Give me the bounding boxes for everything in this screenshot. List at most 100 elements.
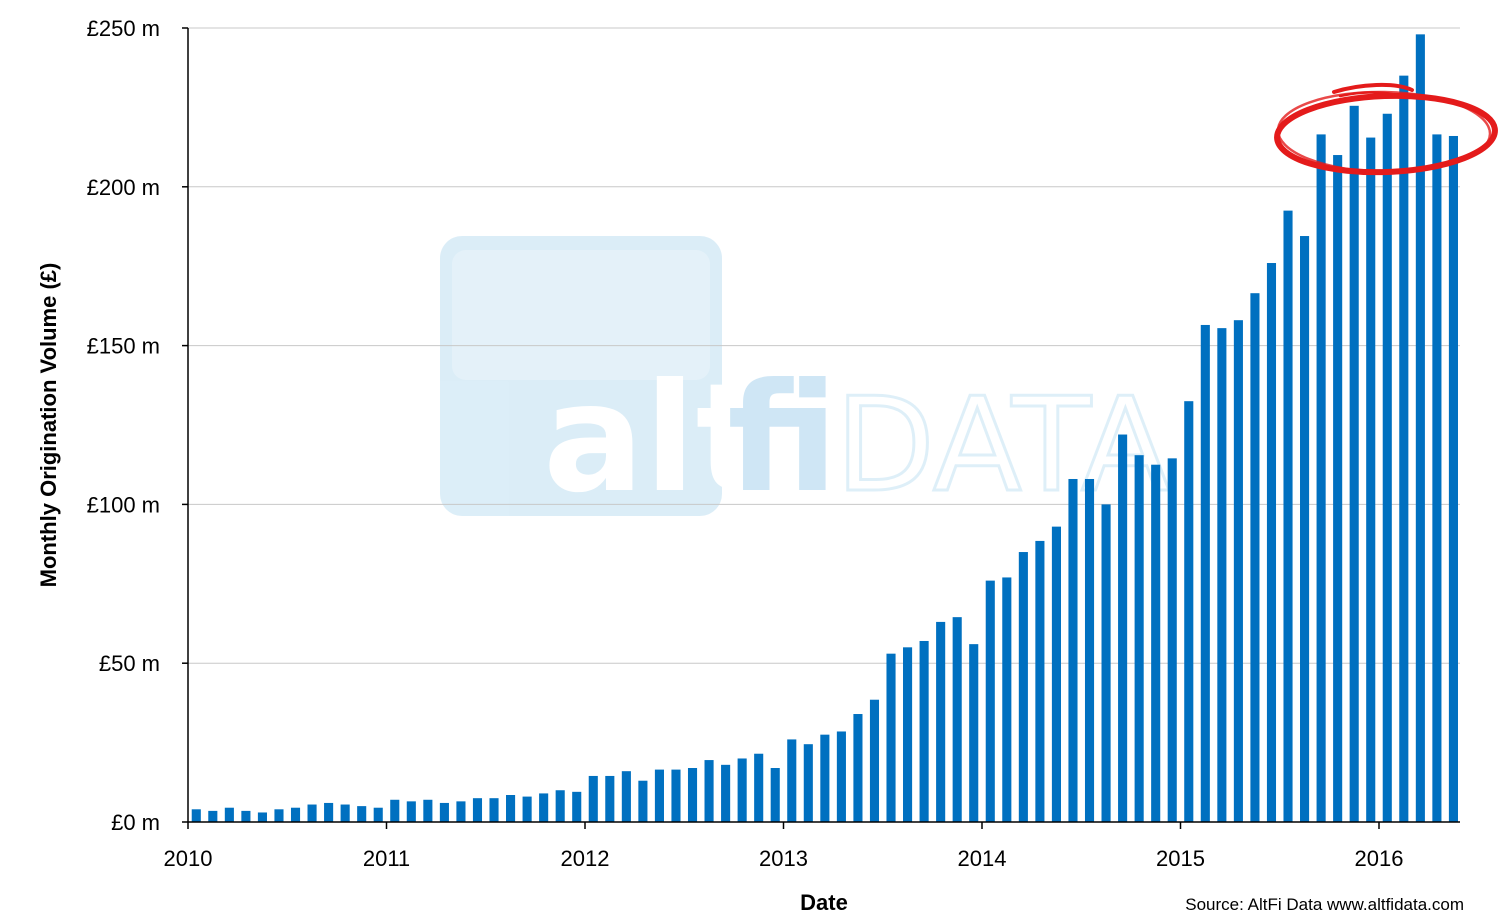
bar (687, 768, 698, 822)
source-note: Source: AltFi Data www.altfidata.com (1185, 895, 1464, 914)
bar (836, 731, 846, 822)
bar (1233, 320, 1243, 822)
bar (1432, 134, 1442, 822)
bar (1448, 135, 1458, 823)
watermark-logo-highlight (452, 250, 710, 380)
bars (191, 34, 1458, 823)
y-axis-title: Monthly Origination Volume (£) (36, 263, 61, 588)
x-axis-title: Date (800, 890, 848, 915)
bar (721, 764, 731, 822)
bar (853, 714, 863, 822)
x-tick-label: 2016 (1355, 846, 1404, 871)
bar (952, 617, 962, 822)
bar (208, 810, 218, 822)
y-tick-label: £50 m (99, 651, 160, 676)
bar (390, 799, 400, 822)
gridlines (188, 27, 1460, 664)
bar (936, 621, 946, 822)
bar (787, 739, 797, 822)
watermark: alt fi DATA (440, 236, 1171, 526)
bar (1018, 552, 1028, 822)
bar (522, 796, 532, 822)
bar (1250, 293, 1260, 822)
x-tick-label: 2010 (164, 846, 213, 871)
watermark-brand-fi: fi (727, 352, 838, 526)
bar (770, 768, 780, 822)
bar (1184, 401, 1194, 822)
bar (638, 780, 648, 822)
bar (1084, 478, 1095, 822)
x-tick-label: 2013 (759, 846, 808, 871)
bar (489, 798, 499, 822)
bar (588, 775, 598, 822)
bar (985, 580, 995, 822)
x-tick-label: 2014 (958, 846, 1007, 871)
highlight-circle (1274, 82, 1498, 176)
bar (1134, 455, 1144, 822)
y-ticks: £0 m £50 m £100 m £150 m £200 m £250 m (87, 16, 188, 835)
bar (373, 807, 383, 822)
bar (241, 810, 251, 822)
bar (969, 644, 979, 822)
bar (307, 804, 317, 822)
bar (754, 753, 764, 822)
bar (1200, 324, 1210, 822)
bar (1167, 458, 1177, 822)
bar (224, 807, 234, 822)
bar (1399, 75, 1409, 822)
bar (1002, 577, 1012, 822)
y-tick-label: £250 m (87, 16, 160, 41)
bar (456, 801, 466, 822)
bar (1415, 34, 1425, 823)
bar (820, 734, 830, 822)
bar (621, 771, 631, 822)
bar (274, 809, 284, 822)
bar (919, 640, 929, 822)
bar (423, 799, 433, 822)
watermark-brand: alt (543, 352, 767, 526)
x-tick-label: 2012 (561, 846, 610, 871)
bar (539, 793, 549, 822)
bar (1266, 263, 1277, 822)
bar (1101, 504, 1111, 822)
bar (1068, 478, 1078, 822)
bar (472, 798, 483, 822)
bar (654, 769, 664, 822)
bar (1217, 328, 1227, 822)
bar (1118, 434, 1128, 822)
y-tick-label: £0 m (111, 810, 160, 835)
bar (1151, 464, 1161, 822)
bar (1366, 137, 1376, 822)
y-tick-label: £150 m (87, 334, 160, 359)
bar (340, 804, 350, 822)
y-tick-label: £100 m (87, 492, 160, 517)
bar (1051, 526, 1061, 822)
bar (439, 802, 449, 822)
bar (803, 744, 813, 822)
bar (357, 806, 367, 822)
bar (605, 775, 615, 822)
bar (869, 699, 880, 822)
x-ticks: 2010 2011 2012 2013 2014 2015 2016 (164, 822, 1404, 871)
bar (1316, 134, 1326, 822)
bar (886, 653, 896, 822)
bar (1382, 113, 1392, 822)
x-tick-label: 2015 (1156, 846, 1205, 871)
watermark-suffix: DATA (835, 369, 1170, 521)
bar (406, 801, 416, 822)
bar (1300, 236, 1310, 822)
y-tick-label: £200 m (87, 175, 160, 200)
bar (903, 647, 913, 822)
x-tick-label: 2011 (363, 846, 410, 871)
bar (191, 809, 201, 822)
bar (257, 812, 267, 822)
bar (506, 795, 516, 822)
bar (737, 758, 747, 822)
bar (1333, 155, 1343, 823)
bar (555, 790, 565, 822)
bar (290, 807, 301, 822)
bar (1283, 210, 1293, 822)
bar (1349, 105, 1359, 822)
bar (572, 791, 582, 822)
